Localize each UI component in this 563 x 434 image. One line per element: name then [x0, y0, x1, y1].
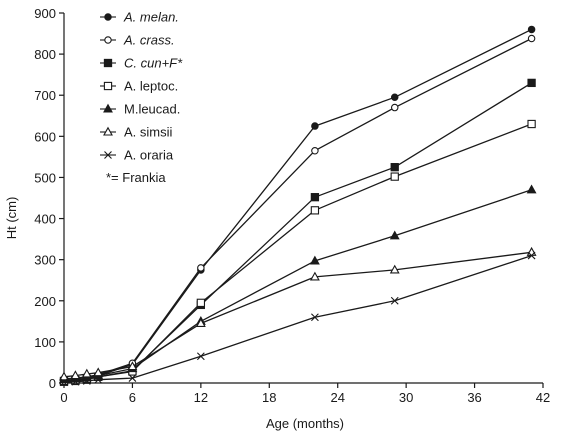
data-point	[309, 255, 320, 265]
legend-label: A. oraria	[124, 148, 174, 163]
data-point	[93, 367, 104, 377]
data-point	[390, 296, 399, 305]
legend-marker	[104, 36, 112, 44]
data-point	[310, 193, 320, 202]
data-point	[527, 34, 536, 43]
data-point	[309, 271, 320, 281]
data-point	[70, 370, 81, 380]
data-point	[94, 375, 103, 384]
legend-marker	[103, 126, 113, 136]
x-tick-label: 6	[129, 390, 136, 405]
x-tick-label: 24	[330, 390, 344, 405]
y-axis-title: Ht (cm)	[4, 197, 19, 240]
x-tick-label: 36	[467, 390, 481, 405]
data-point	[390, 163, 399, 172]
series-7	[60, 251, 536, 387]
data-point	[389, 264, 400, 274]
data-point	[311, 146, 319, 155]
legend-label: A. crass.	[123, 33, 175, 48]
data-point	[81, 368, 92, 378]
legend-marker	[103, 81, 113, 91]
data-point	[196, 298, 206, 307]
data-point	[527, 119, 536, 129]
data-point	[197, 264, 205, 272]
data-point	[527, 78, 536, 88]
legend-entry: A. leptoc.	[100, 79, 178, 94]
data-point	[526, 246, 537, 256]
legend-label: A. simsii	[124, 125, 173, 140]
x-tick-label: 30	[399, 390, 413, 405]
y-tick-label: 700	[34, 88, 56, 103]
series-line	[63, 123, 532, 382]
data-point	[390, 103, 399, 112]
legend-label: C. cun+F*	[124, 56, 183, 71]
axes: 0 100 200 300 400 500 600 700 800 900 0 6 12 18 24 30 36…	[34, 6, 550, 405]
x-tick-label: 18	[262, 390, 276, 405]
data-point	[195, 318, 206, 327]
x-tick-label: 0	[60, 390, 67, 405]
legend-marker	[103, 58, 113, 68]
data-point	[128, 374, 137, 382]
data-point	[60, 378, 68, 387]
y-tick-label: 600	[34, 129, 56, 144]
legend-entry: A. melan.	[100, 10, 179, 25]
data-point	[311, 313, 319, 322]
data-point	[59, 371, 69, 381]
legend-marker	[104, 13, 112, 21]
data-point	[127, 361, 138, 371]
data-point	[311, 122, 319, 130]
y-tick-label: 500	[34, 170, 56, 185]
y-tick-label: 400	[34, 212, 56, 227]
data-point	[390, 172, 399, 181]
legend-entry: A. crass.	[100, 33, 175, 48]
legend: A. melan. A. crass. C. cun+F* A. leptoc. M.l…	[100, 10, 183, 185]
y-tick-label: 900	[34, 6, 56, 21]
data-point	[527, 25, 536, 34]
legend-entry: M.leucad.	[100, 102, 180, 117]
data-point	[196, 352, 205, 361]
legend-footnote: *= Frankia	[106, 170, 166, 185]
data-point	[310, 206, 320, 215]
data-point	[389, 230, 400, 240]
y-tick-label: 0	[49, 376, 56, 391]
legend-label: M.leucad.	[124, 102, 180, 117]
x-axis-title: Age (months)	[266, 416, 344, 431]
series-line	[63, 189, 532, 381]
legend-entry: C. cun+F*	[100, 56, 183, 71]
legend-marker	[103, 103, 113, 113]
legend-marker	[104, 151, 112, 159]
data-point	[390, 93, 399, 102]
series-line	[63, 251, 532, 378]
y-tick-label: 300	[34, 253, 56, 268]
x-tick-label: 42	[536, 390, 550, 405]
y-tick-label: 800	[34, 47, 56, 62]
y-tick-label: 200	[34, 294, 56, 309]
legend-label: A. leptoc.	[124, 79, 178, 94]
legend-label: A. melan.	[123, 10, 179, 25]
y-tick-label: 100	[34, 335, 56, 350]
data-point	[82, 377, 91, 385]
x-tick-label: 12	[194, 390, 208, 405]
legend-entry: A. oraria	[100, 148, 174, 163]
data-point	[71, 377, 80, 386]
data-point	[527, 251, 536, 260]
series-layer	[59, 25, 537, 387]
legend-entry: A. simsii	[100, 125, 173, 140]
data-point	[526, 184, 537, 194]
